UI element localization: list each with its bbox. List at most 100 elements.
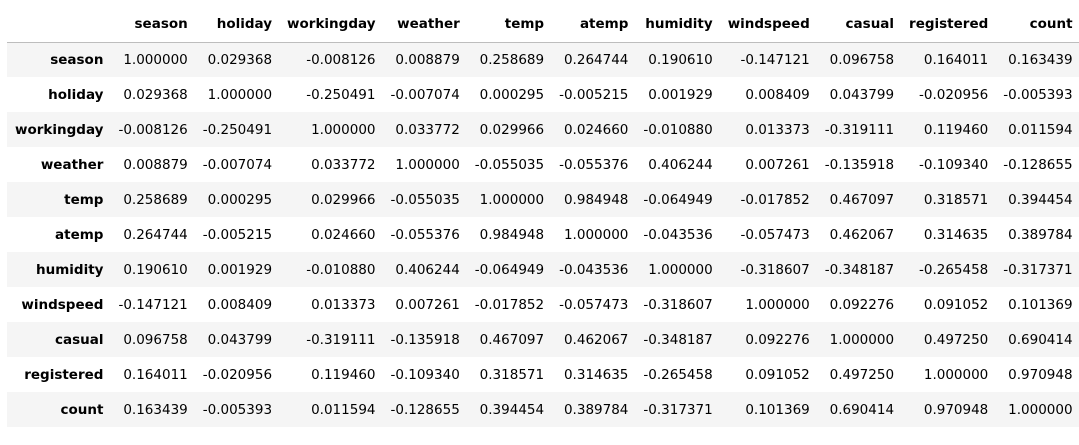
table-cell: -0.348187 — [824, 261, 895, 278]
table-cell: 0.043799 — [829, 86, 895, 103]
table-cell: 1.000000 — [207, 86, 273, 103]
table-cell: -0.064949 — [474, 261, 545, 278]
table-cell: -0.055376 — [390, 226, 460, 243]
table-row: count 0.163439 -0.005393 0.011594 -0.128655 0… — [7, 392, 1079, 427]
table-cell: -0.319111 — [306, 331, 376, 348]
column-header-workingday: workingday — [279, 7, 383, 43]
table-cell: 0.163439 — [123, 401, 188, 418]
table-cell: 0.984948 — [479, 226, 545, 243]
table-row: temp 0.258689 0.000295 0.029966 -0.055035 1.0… — [7, 182, 1079, 217]
column-header-casual: casual — [816, 7, 902, 43]
table-cell: -0.005215 — [559, 86, 629, 103]
row-label: season — [50, 51, 104, 68]
table-cell: -0.043536 — [643, 226, 713, 243]
table-row: season 1.000000 0.029368 -0.008126 0.008879 0… — [7, 42, 1079, 77]
column-header-humidity: humidity — [635, 7, 720, 43]
table-cell: -0.005393 — [202, 401, 273, 418]
table-cell: -0.265458 — [643, 366, 713, 383]
table-cell: 0.092276 — [829, 296, 895, 313]
table-cell: 0.000295 — [479, 86, 545, 103]
table-cell: 0.164011 — [923, 51, 989, 68]
table-row: registered 0.164011 -0.020956 0.119460 -0.10… — [7, 357, 1079, 392]
row-label: humidity — [35, 261, 104, 278]
table-cell: -0.005215 — [202, 226, 273, 243]
table-cell: -0.020956 — [918, 86, 989, 103]
table-cell: -0.057473 — [559, 296, 629, 313]
table-cell: 0.467097 — [479, 331, 545, 348]
table-cell: -0.010880 — [643, 121, 713, 138]
table-cell: -0.109340 — [918, 156, 989, 173]
table-cell: -0.318607 — [740, 261, 810, 278]
table-cell: 0.029368 — [123, 86, 188, 103]
row-label: workingday — [15, 121, 104, 138]
table-cell: 0.389784 — [1008, 226, 1073, 243]
table-cell: 0.008409 — [207, 296, 273, 313]
table-cell: 0.033772 — [395, 121, 460, 138]
row-label: weather — [40, 156, 104, 173]
table-cell: -0.017852 — [740, 191, 810, 208]
table-cell: -0.135918 — [824, 156, 895, 173]
correlation-table-container: season holiday workingday weather temp atemp h… — [7, 7, 1079, 427]
table-body: season 1.000000 0.029368 -0.008126 0.008879 0… — [7, 42, 1079, 427]
table-cell: 1.000000 — [745, 296, 810, 313]
table-cell: 0.984948 — [563, 191, 629, 208]
table-cell: -0.348187 — [643, 331, 713, 348]
correlation-table: season holiday workingday weather temp atemp h… — [7, 7, 1079, 427]
table-cell: 0.264744 — [123, 226, 188, 243]
column-header-count: count — [995, 7, 1079, 43]
table-cell: 0.394454 — [1008, 191, 1073, 208]
table-row: workingday -0.008126 -0.250491 1.000000 0.03… — [7, 112, 1079, 147]
table-cell: 0.007261 — [395, 296, 460, 313]
column-header-season: season — [110, 7, 195, 43]
table-cell: 0.024660 — [563, 121, 629, 138]
table-cell: 0.467097 — [829, 191, 895, 208]
table-cell: -0.250491 — [306, 86, 376, 103]
table-cell: 0.091052 — [923, 296, 989, 313]
table-cell: -0.055035 — [474, 156, 545, 173]
table-cell: 0.314635 — [923, 226, 989, 243]
table-cell: 0.258689 — [479, 51, 545, 68]
table-row: windspeed -0.147121 0.008409 0.013373 0.0072… — [7, 287, 1079, 322]
table-cell: 1.000000 — [1008, 401, 1073, 418]
table-cell: 0.970948 — [1008, 366, 1073, 383]
table-cell: 0.029966 — [479, 121, 545, 138]
table-cell: 0.406244 — [395, 261, 460, 278]
table-cell: 0.164011 — [123, 366, 188, 383]
table-cell: 0.011594 — [1008, 121, 1073, 138]
table-cell: 0.190610 — [123, 261, 188, 278]
table-cell: 0.314635 — [563, 366, 629, 383]
table-cell: 0.029966 — [311, 191, 376, 208]
table-cell: 0.007261 — [745, 156, 810, 173]
row-label: casual — [54, 331, 104, 348]
table-header: season holiday workingday weather temp atemp h… — [7, 7, 1079, 43]
table-row: humidity 0.190610 0.001929 -0.010880 0.40624… — [7, 252, 1079, 287]
table-cell: 0.190610 — [648, 51, 713, 68]
table-cell: -0.147121 — [740, 51, 810, 68]
table-cell: 1.000000 — [648, 261, 713, 278]
table-cell: -0.005393 — [1003, 86, 1073, 103]
table-cell: -0.319111 — [824, 121, 895, 138]
table-cell: 1.000000 — [479, 191, 545, 208]
table-cell: 0.092276 — [745, 331, 810, 348]
table-cell: 0.497250 — [829, 366, 895, 383]
table-cell: 0.690414 — [1008, 331, 1073, 348]
table-cell: -0.147121 — [118, 296, 188, 313]
row-label: atemp — [55, 226, 104, 243]
table-cell: -0.128655 — [1003, 156, 1073, 173]
table-cell: 0.008879 — [123, 156, 188, 173]
table-cell: 0.096758 — [829, 51, 895, 68]
table-cell: 0.119460 — [923, 121, 989, 138]
table-cell: 0.013373 — [311, 296, 376, 313]
table-cell: -0.318607 — [643, 296, 713, 313]
table-cell: 0.013373 — [745, 121, 810, 138]
table-row: weather 0.008879 -0.007074 0.033772 1.000000… — [7, 147, 1079, 182]
table-cell: 0.096758 — [123, 331, 188, 348]
table-cell: -0.128655 — [390, 401, 460, 418]
table-cell: -0.043536 — [559, 261, 629, 278]
table-cell: 1.000000 — [311, 121, 376, 138]
table-cell: 0.318571 — [923, 191, 989, 208]
table-cell: 0.101369 — [1008, 296, 1073, 313]
table-cell: 0.258689 — [123, 191, 188, 208]
column-header-temp: temp — [466, 7, 552, 43]
table-row: holiday 0.029368 1.000000 -0.250491 -0.00707… — [7, 77, 1079, 112]
